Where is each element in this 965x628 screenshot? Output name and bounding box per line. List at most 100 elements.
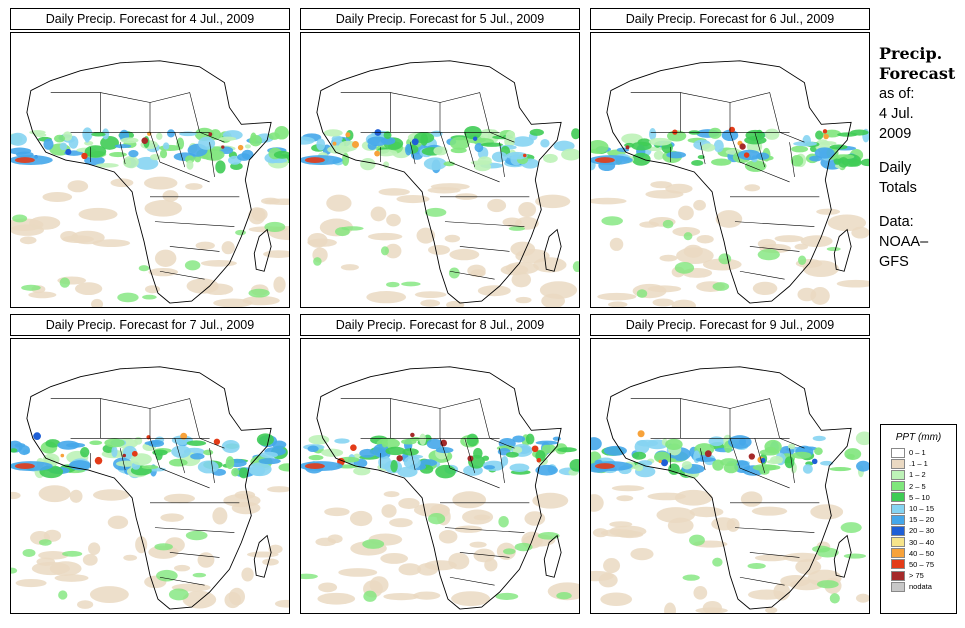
country-border	[499, 142, 505, 177]
precip-area	[495, 592, 519, 600]
country-border	[340, 92, 391, 133]
legend-swatch	[891, 525, 905, 536]
precip-area	[398, 497, 420, 509]
precip-area	[22, 548, 36, 557]
panel-title: Daily Precip. Forecast for 9 Jul., 2009	[590, 314, 870, 336]
precip-area	[278, 463, 289, 472]
legend-label: 15 – 20	[909, 515, 935, 525]
precip-area	[631, 152, 651, 166]
precip-area	[114, 144, 132, 149]
precip-area	[652, 298, 674, 307]
madagascar-coastline	[253, 228, 272, 272]
precip-area	[117, 292, 139, 303]
africa-coastline	[26, 60, 272, 304]
precip-area	[662, 219, 674, 229]
precip-area	[416, 227, 436, 244]
precip-area	[615, 530, 644, 539]
precip-area	[156, 132, 163, 140]
precip-area	[829, 466, 852, 472]
precip-area	[708, 127, 722, 139]
precip-area	[711, 158, 732, 166]
precip-area	[91, 298, 104, 307]
precip-area	[390, 459, 398, 473]
precip-area	[671, 299, 696, 307]
precip-area	[225, 456, 235, 470]
legend-label: .1 – 1	[909, 459, 928, 469]
precip-area	[241, 567, 254, 582]
country-border	[154, 527, 235, 533]
precip-area	[11, 491, 21, 500]
africa-coastline	[26, 366, 272, 610]
africa-coastline	[606, 366, 852, 610]
legend-swatch	[891, 503, 905, 514]
precip-area	[689, 506, 724, 518]
precip-area	[630, 547, 654, 561]
legend-item: 2 – 5	[881, 481, 956, 492]
precip-area	[100, 135, 120, 150]
precip-area	[401, 438, 417, 445]
precip-map	[300, 338, 580, 614]
precip-area	[665, 438, 683, 451]
country-border	[409, 142, 416, 165]
precip-area	[648, 128, 657, 141]
precip-area	[359, 448, 376, 458]
precip-area	[120, 137, 139, 144]
precip-area	[696, 235, 714, 244]
precip-cell	[728, 126, 736, 133]
precip-area	[631, 141, 652, 151]
precip-area	[792, 451, 812, 459]
map-svg	[591, 366, 869, 613]
precip-area	[417, 563, 439, 576]
precip-area	[678, 205, 694, 221]
precip-area	[505, 130, 516, 144]
precip-area	[695, 457, 716, 462]
precip-map	[300, 32, 580, 308]
precip-area	[498, 515, 509, 528]
precip-cell	[345, 132, 351, 138]
precip-area	[423, 157, 447, 171]
precip-area	[104, 438, 125, 448]
precip-area	[837, 132, 858, 137]
precip-area	[765, 606, 778, 613]
precip-area	[787, 443, 796, 450]
precip-area	[386, 281, 400, 288]
country-border	[754, 438, 766, 474]
precip-area	[413, 591, 441, 600]
country-border	[729, 92, 780, 133]
legend-label: 40 – 50	[909, 548, 935, 558]
precip-area	[403, 455, 421, 470]
precip-area	[433, 146, 448, 156]
africa-coastline	[316, 60, 562, 304]
precip-area	[791, 145, 809, 153]
precip-area	[509, 463, 530, 472]
precip-area	[843, 553, 867, 559]
precip-area	[378, 188, 410, 196]
precip-area	[816, 208, 841, 215]
precip-area	[616, 495, 634, 502]
legend-item: 0 – 1	[881, 447, 956, 458]
precip-area	[814, 147, 835, 159]
precip-area	[484, 558, 498, 572]
precip-area	[82, 553, 98, 566]
precip-cell	[350, 444, 357, 451]
precip-area	[367, 232, 403, 241]
precip-area	[186, 440, 207, 446]
precip-area	[515, 296, 532, 304]
precip-area	[689, 534, 705, 546]
precip-area	[385, 446, 406, 456]
precip-cell	[213, 438, 221, 445]
country-border	[734, 221, 815, 227]
legend-label: nodata	[909, 582, 932, 592]
precip-area	[402, 448, 419, 456]
precip-area	[591, 494, 604, 512]
precip-area	[203, 449, 214, 456]
precip-area	[152, 449, 168, 456]
precip-cell	[131, 450, 138, 457]
precip-cell	[748, 453, 755, 460]
precip-map	[590, 338, 870, 614]
precip-area	[380, 246, 389, 256]
precip-cell	[658, 459, 662, 464]
precip-area	[307, 238, 337, 247]
country-border	[754, 132, 766, 168]
precip-area	[556, 591, 572, 600]
